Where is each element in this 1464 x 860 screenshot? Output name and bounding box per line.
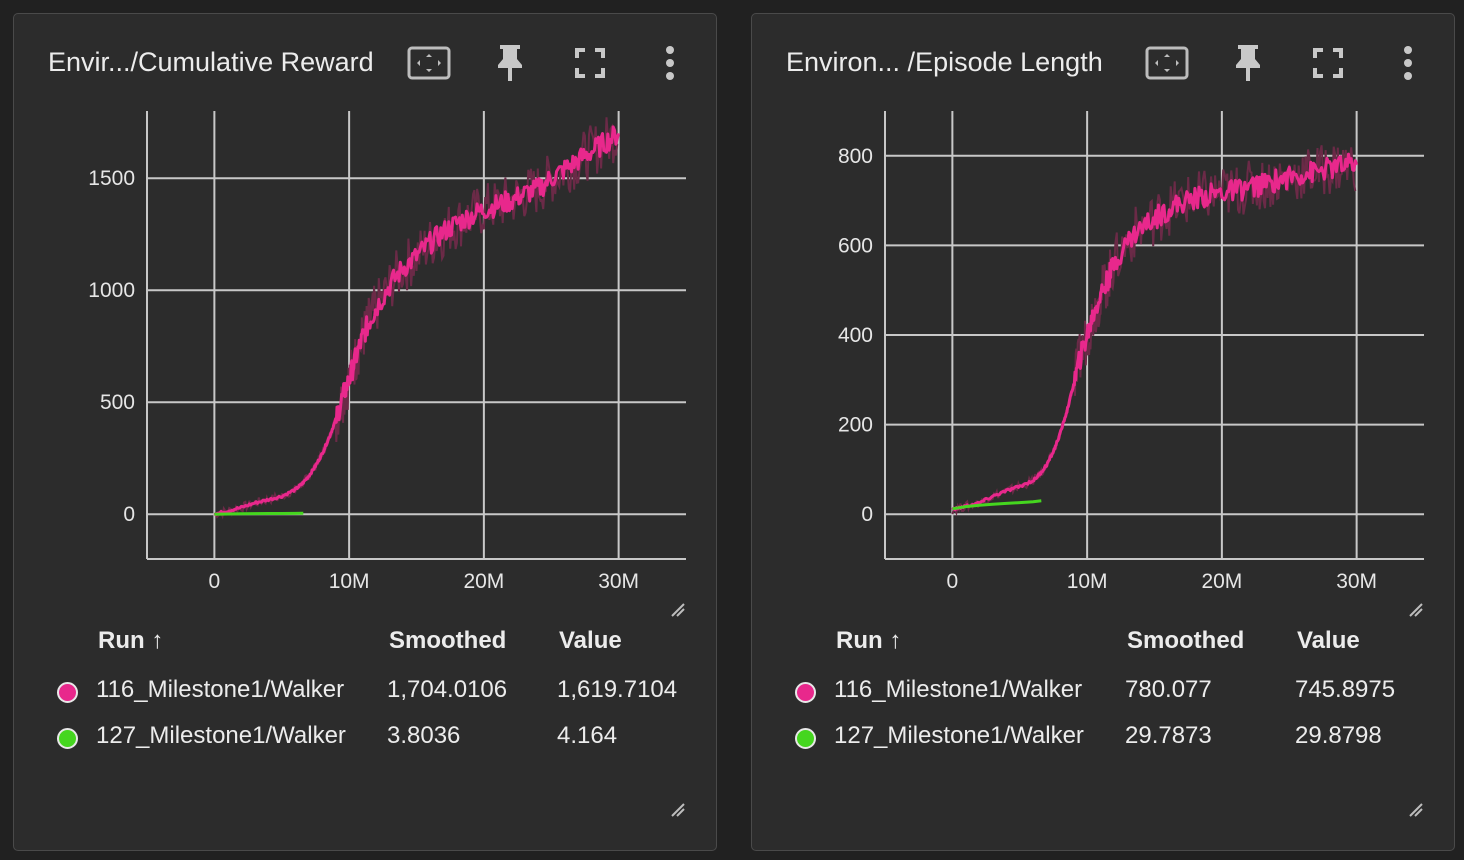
legend-value: 1,619.7104 (557, 676, 678, 703)
chart-card-cumulative-reward: Envir.../Cumulative Reward 0 500 1000 1500 0… (13, 13, 717, 851)
run-color-swatch[interactable] (57, 682, 78, 703)
more-options-button[interactable] (647, 43, 693, 83)
more-vert-icon (1404, 46, 1412, 80)
pin-icon (1236, 45, 1260, 81)
y-tick-label: 500 (100, 391, 135, 414)
legend-header-run[interactable]: Run ↑ (836, 627, 902, 654)
y-tick-label: 1000 (88, 279, 135, 302)
fullscreen-icon (575, 48, 605, 78)
legend-smoothed-value: 3.8036 (387, 722, 461, 749)
fit-domain-button[interactable] (1144, 43, 1190, 83)
legend-header-run[interactable]: Run ↑ (98, 627, 164, 654)
resize-card-handle-icon[interactable] (670, 802, 686, 818)
resize-chart-handle-icon[interactable] (1408, 602, 1424, 618)
y-tick-label: 0 (861, 503, 873, 526)
legend-header-value: Value (1297, 627, 1360, 654)
legend-run-name: 116_Milestone1/Walker (96, 676, 345, 703)
pin-button[interactable] (487, 43, 533, 83)
y-tick-label: 0 (123, 503, 135, 526)
legend-header-smoothed: Smoothed (389, 627, 507, 654)
fullscreen-icon (1313, 48, 1343, 78)
pin-icon (498, 45, 522, 81)
run-color-swatch[interactable] (57, 728, 78, 749)
series-raw-line (213, 117, 619, 520)
x-tick-label: 0 (947, 570, 959, 593)
legend-run-name: 116_Milestone1/Walker (834, 676, 1083, 703)
legend-smoothed-value: 29.7873 (1125, 722, 1212, 749)
x-tick-label: 0 (209, 570, 221, 593)
y-tick-label: 800 (838, 145, 873, 168)
y-tick-label: 600 (838, 234, 873, 257)
run-color-swatch[interactable] (795, 728, 816, 749)
x-tick-label: 30M (598, 570, 639, 593)
x-tick-label: 10M (1067, 570, 1108, 593)
legend-header-smoothed: Smoothed (1127, 627, 1245, 654)
x-tick-label: 20M (463, 570, 504, 593)
legend-smoothed-value: 780.077 (1125, 676, 1212, 703)
y-tick-label: 1500 (88, 167, 135, 190)
pin-button[interactable] (1225, 43, 1271, 83)
fit-domain-icon (407, 46, 451, 80)
y-tick-label: 400 (838, 324, 873, 347)
series-line-127[interactable] (214, 511, 304, 516)
run-color-swatch[interactable] (795, 682, 816, 703)
legend-header-value: Value (559, 627, 622, 654)
legend-value: 29.8798 (1295, 722, 1382, 749)
legend-run-name: 127_Milestone1/Walker (96, 722, 346, 749)
more-vert-icon (666, 46, 674, 80)
fullscreen-button[interactable] (1305, 43, 1351, 83)
legend-value: 745.8975 (1295, 676, 1396, 703)
chart-card-episode-length: Environ... /Episode Length 0 200 400 600 800… (751, 13, 1455, 851)
series-line-127[interactable] (952, 499, 1042, 511)
line-chart[interactable]: 0 200 400 600 800 0 10M 20M 30M (752, 14, 1455, 624)
more-options-button[interactable] (1385, 43, 1431, 83)
fullscreen-button[interactable] (567, 43, 613, 83)
resize-card-handle-icon[interactable] (1408, 802, 1424, 818)
y-tick-label: 200 (838, 414, 873, 437)
x-tick-label: 30M (1336, 570, 1377, 593)
x-tick-label: 20M (1201, 570, 1242, 593)
series-line-116[interactable] (951, 152, 1359, 512)
line-chart[interactable]: 0 500 1000 1500 0 10M 20M 30M (14, 14, 717, 624)
legend-smoothed-value: 1,704.0106 (387, 676, 508, 703)
resize-chart-handle-icon[interactable] (670, 602, 686, 618)
fit-domain-button[interactable] (406, 43, 452, 83)
series-line-116[interactable] (213, 125, 621, 517)
card-title: Environ... /Episode Length (786, 47, 1103, 77)
legend-run-name: 127_Milestone1/Walker (834, 722, 1084, 749)
legend-value: 4.164 (557, 722, 618, 749)
card-title: Envir.../Cumulative Reward (48, 47, 374, 77)
x-tick-label: 10M (329, 570, 370, 593)
series-raw-line (951, 145, 1357, 517)
fit-domain-icon (1145, 46, 1189, 80)
